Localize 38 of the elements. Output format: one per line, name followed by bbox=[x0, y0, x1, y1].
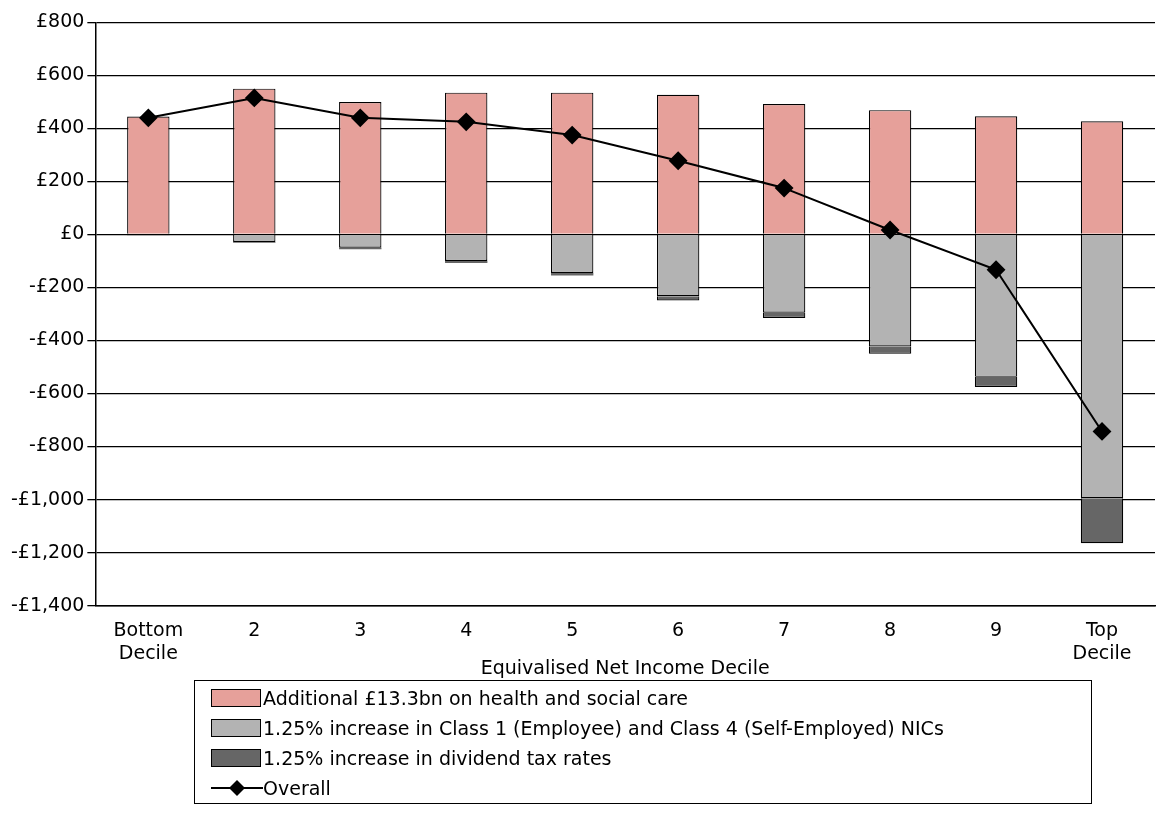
y-tick-label: £200 bbox=[35, 168, 85, 191]
legend-label: Overall bbox=[263, 776, 331, 801]
bar bbox=[445, 260, 488, 264]
x-tick-label: 7 bbox=[778, 617, 791, 640]
y-tick-label: -£1,200 bbox=[10, 539, 85, 562]
point bbox=[881, 220, 900, 239]
x-tick-label: Bottom Decile bbox=[113, 617, 184, 663]
y-tick-label: -£400 bbox=[29, 327, 85, 350]
x-tick-label: 3 bbox=[354, 617, 367, 640]
point bbox=[563, 126, 582, 145]
point bbox=[245, 88, 264, 107]
x-tick-label: 4 bbox=[460, 617, 473, 640]
point bbox=[775, 179, 794, 198]
y-tick-label: -£200 bbox=[29, 274, 85, 297]
y-tick-label: -£1,400 bbox=[10, 592, 85, 615]
x-tick-label: Top Decile bbox=[1072, 617, 1132, 663]
y-tick-label: -£800 bbox=[29, 433, 85, 456]
x-axis-title: Equivalised Net Income Decile bbox=[480, 655, 770, 678]
y-tick-label: £800 bbox=[35, 9, 85, 32]
legend-label: 1.25% increase in Class 1 (Employee) and Class 4 (Self-Employed) NICs bbox=[263, 716, 944, 741]
y-tick-label: £400 bbox=[35, 115, 85, 138]
legend-label: 1.25% increase in dividend tax rates bbox=[263, 746, 612, 771]
point bbox=[669, 151, 688, 170]
legend-label: Additional £13.3bn on health and social care bbox=[263, 686, 689, 711]
x-tick-label: 9 bbox=[990, 617, 1003, 640]
x-tick-label: 8 bbox=[884, 617, 897, 640]
y-tick-label: -£1,000 bbox=[10, 486, 85, 509]
point bbox=[1093, 422, 1112, 441]
point bbox=[987, 260, 1006, 279]
x-tick-label: 6 bbox=[672, 617, 685, 640]
y-tick-label: £600 bbox=[35, 62, 85, 85]
point bbox=[139, 108, 158, 127]
y-tick-label: £0 bbox=[60, 221, 85, 244]
x-tick-label: 2 bbox=[248, 617, 261, 640]
point bbox=[351, 108, 370, 127]
y-tick-label: -£600 bbox=[29, 380, 85, 403]
point bbox=[457, 112, 476, 131]
x-tick-label: 5 bbox=[566, 617, 579, 640]
